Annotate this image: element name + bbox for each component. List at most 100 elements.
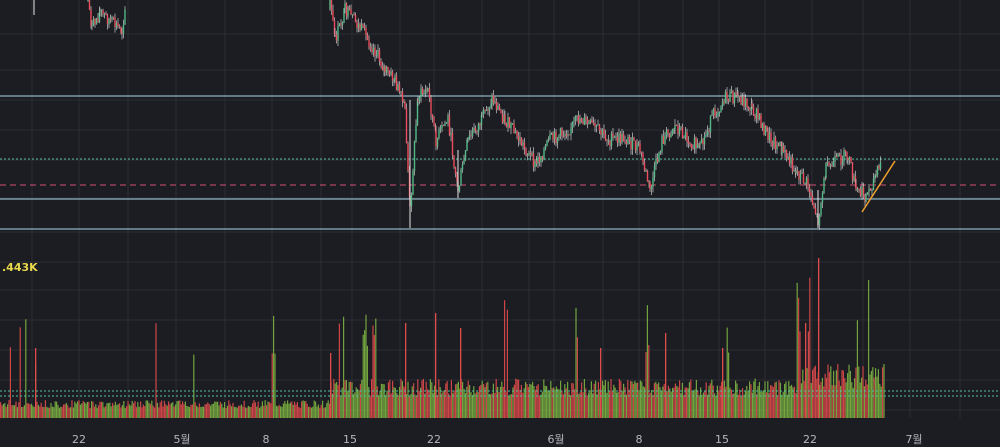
volume-bar	[767, 381, 769, 418]
volume-bar	[845, 382, 847, 418]
volume-bar	[121, 405, 123, 418]
candle-body	[567, 134, 569, 137]
candle-body	[820, 202, 822, 216]
volume-bar	[719, 385, 721, 418]
candle-body	[531, 153, 533, 155]
volume-bar	[366, 345, 368, 418]
volume-bar	[792, 387, 794, 418]
volume-bar	[399, 386, 401, 418]
candle-body	[612, 133, 614, 138]
volume-bar	[445, 383, 447, 418]
candle-body	[561, 128, 563, 136]
volume-bar	[396, 392, 398, 418]
volume-bar	[19, 327, 21, 418]
volume-bar	[308, 406, 310, 418]
candle-body	[838, 153, 841, 155]
volume-bar	[252, 403, 254, 418]
volume-bar-spike	[460, 328, 462, 418]
volume-bar	[749, 381, 751, 418]
candle-body	[696, 143, 699, 148]
volume-bar	[96, 407, 98, 418]
volume-bar	[148, 402, 150, 418]
candle-body	[430, 97, 432, 115]
volume-bar	[280, 406, 282, 418]
volume-bar	[757, 386, 759, 418]
volume-bar	[140, 401, 142, 418]
volume-bar	[494, 392, 496, 418]
candle-body	[97, 18, 99, 23]
volume-bar	[134, 401, 136, 418]
volume-bar	[287, 400, 289, 418]
candle-body	[799, 173, 802, 180]
candle-body	[879, 161, 882, 169]
volume-bar	[271, 353, 273, 418]
volume-bar	[648, 345, 650, 418]
candle-body	[523, 142, 526, 149]
candle-body	[831, 165, 833, 167]
volume-bar	[800, 383, 802, 418]
volume-bar	[147, 400, 149, 418]
volume-bar	[291, 401, 293, 418]
candle-body	[568, 134, 571, 136]
candle-body	[770, 132, 772, 142]
candle-body	[415, 124, 417, 142]
volume-bar	[425, 381, 427, 418]
candle-body	[473, 127, 475, 132]
volume-bar	[47, 407, 49, 418]
candle-body	[801, 172, 803, 174]
volume-bar	[369, 395, 371, 418]
candle-body	[487, 109, 489, 111]
candle-body	[763, 123, 765, 135]
candle-body	[636, 144, 638, 151]
volume-bar	[30, 403, 32, 418]
volume-bar	[865, 379, 867, 418]
candle-body	[689, 143, 691, 145]
volume-bar-spike	[805, 323, 807, 418]
volume-bar	[530, 384, 532, 418]
candle-body	[656, 158, 659, 162]
candle-body	[735, 92, 737, 94]
volume-bar	[666, 391, 668, 418]
volume-bar	[611, 391, 613, 418]
candle-body	[665, 129, 668, 136]
candle-body	[537, 157, 539, 164]
volume-bar	[131, 400, 133, 418]
volume-bar	[242, 406, 244, 418]
volume-bar	[152, 405, 154, 418]
candle-body	[329, 0, 331, 10]
candle-body	[447, 115, 449, 123]
volume-bar	[799, 331, 801, 418]
candle-body	[400, 91, 402, 93]
candle-body	[395, 75, 398, 91]
volume-bar	[841, 369, 843, 418]
volume-bar	[544, 385, 546, 418]
volume-bar	[791, 384, 793, 418]
volume-bar	[193, 354, 195, 418]
candle-body	[571, 121, 574, 129]
volume-bar	[583, 379, 585, 418]
volume-bar	[491, 393, 493, 418]
volume-bar	[558, 389, 560, 418]
volume-bar	[151, 400, 153, 418]
volume-bar	[498, 391, 500, 418]
volume-bar	[273, 315, 275, 418]
candle-body	[583, 116, 586, 125]
volume-bar	[415, 395, 417, 418]
candle-body	[878, 165, 880, 169]
volume-bar	[393, 387, 395, 418]
candle-body	[541, 156, 544, 160]
candle-body	[503, 114, 505, 123]
candle-body	[784, 149, 786, 153]
volume-bar	[687, 388, 689, 418]
candle-body	[667, 129, 669, 134]
volume-bar	[187, 406, 189, 418]
candle-body	[600, 130, 602, 135]
candle-body	[461, 164, 464, 170]
volume-bar	[658, 382, 660, 418]
volume-bar	[820, 381, 822, 418]
candle-body	[747, 106, 750, 109]
volume-bar	[744, 390, 746, 418]
volume-bar	[322, 400, 324, 418]
candle-body	[821, 192, 824, 203]
